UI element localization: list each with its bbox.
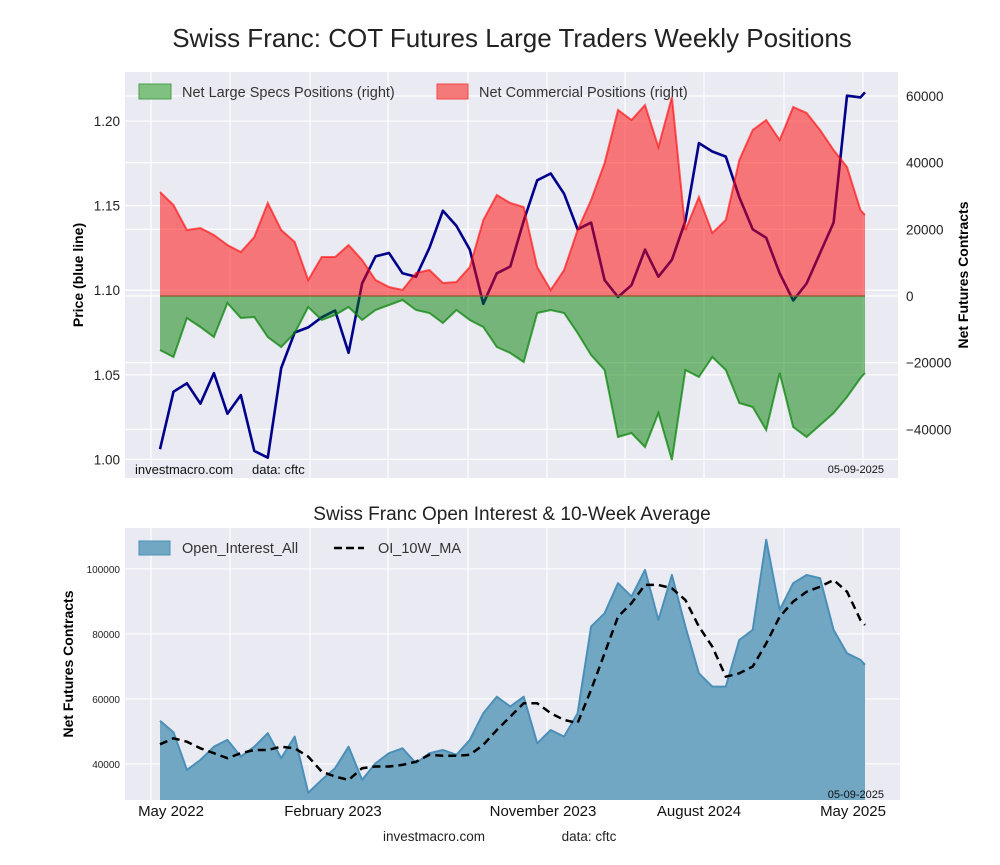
legend-swatch-open-interest: [138, 540, 171, 556]
specs-positions-line: [159, 298, 866, 461]
legend-swatch-commercial: [436, 83, 469, 100]
oi-chart-title: Swiss Franc Open Interest & 10-Week Aver…: [313, 504, 710, 525]
date-tick-label: May 2022: [138, 803, 204, 820]
price-tick-label: 1.15: [94, 199, 120, 214]
footer-source: data: cftc: [562, 829, 617, 844]
bottom-legend: Open_Interest_All OI_10W_MA: [138, 540, 461, 557]
net-contracts-tick-label: 60000: [906, 89, 944, 104]
top-date-stamp: 05-09-2025: [828, 464, 884, 476]
date-tick-label: August 2024: [657, 803, 741, 820]
legend-label-open-interest: Open_Interest_All: [182, 541, 298, 557]
net-contracts-tick-label: 0: [906, 289, 914, 304]
net-contracts-tick-label: 40000: [906, 156, 944, 171]
main-chart-title: Swiss Franc: COT Futures Large Traders W…: [172, 23, 852, 53]
legend-label-commercial: Net Commercial Positions (right): [479, 85, 688, 101]
oi-tick-label: 40000: [92, 760, 120, 771]
open-interest-area: [160, 539, 865, 800]
bottom-axis-ticks: 40000 60000 80000 100000 May 2022 February 20…: [87, 565, 886, 820]
net-contracts-tick-label: −40000: [906, 422, 951, 437]
legend-swatch-specs: [138, 83, 172, 100]
watermark-source: data: cftc: [252, 462, 305, 477]
oi-tick-label: 80000: [92, 630, 120, 641]
price-axis-label: Price (blue line): [70, 223, 86, 327]
date-tick-label: November 2023: [490, 803, 597, 820]
oi-tick-label: 60000: [92, 695, 120, 706]
open-interest-line: [159, 538, 866, 794]
top-axis-ticks: 1.00 1.05 1.10 1.15 1.20 −40000 −20000 0 20000 40…: [94, 89, 952, 467]
price-tick-label: 1.10: [94, 283, 120, 298]
net-contracts-tick-label: 20000: [906, 222, 944, 237]
net-contracts-tick-label: −20000: [906, 356, 951, 371]
legend-label-ma: OI_10W_MA: [378, 541, 461, 557]
net-contracts-axis-label: Net Futures Contracts: [955, 201, 971, 348]
bottom-date-stamp: 05-09-2025: [828, 789, 884, 801]
footer-site: investmacro.com: [383, 829, 485, 844]
price-tick-label: 1.20: [94, 114, 120, 129]
oi-axis-label: Net Futures Contracts: [60, 590, 76, 737]
price-positions-plot: [158, 91, 866, 461]
date-tick-label: February 2023: [284, 803, 382, 820]
price-tick-label: 1.05: [94, 368, 120, 383]
oi-tick-label: 100000: [87, 565, 121, 576]
top-legend: Net Large Specs Positions (right) Net Co…: [138, 83, 688, 101]
price-tick-label: 1.00: [94, 452, 120, 467]
commercial-positions-area: [160, 97, 865, 296]
date-tick-label: May 2025: [820, 803, 886, 820]
legend-label-specs: Net Large Specs Positions (right): [182, 85, 395, 101]
commercial-positions-line: [159, 96, 866, 292]
open-interest-plot: [159, 538, 866, 800]
specs-positions-area: [160, 296, 865, 460]
watermark-site: investmacro.com: [135, 462, 233, 477]
